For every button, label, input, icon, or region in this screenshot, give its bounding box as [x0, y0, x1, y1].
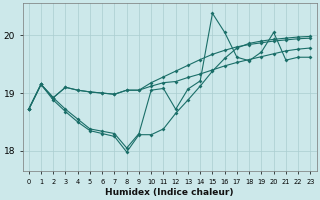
- X-axis label: Humidex (Indice chaleur): Humidex (Indice chaleur): [105, 188, 234, 197]
